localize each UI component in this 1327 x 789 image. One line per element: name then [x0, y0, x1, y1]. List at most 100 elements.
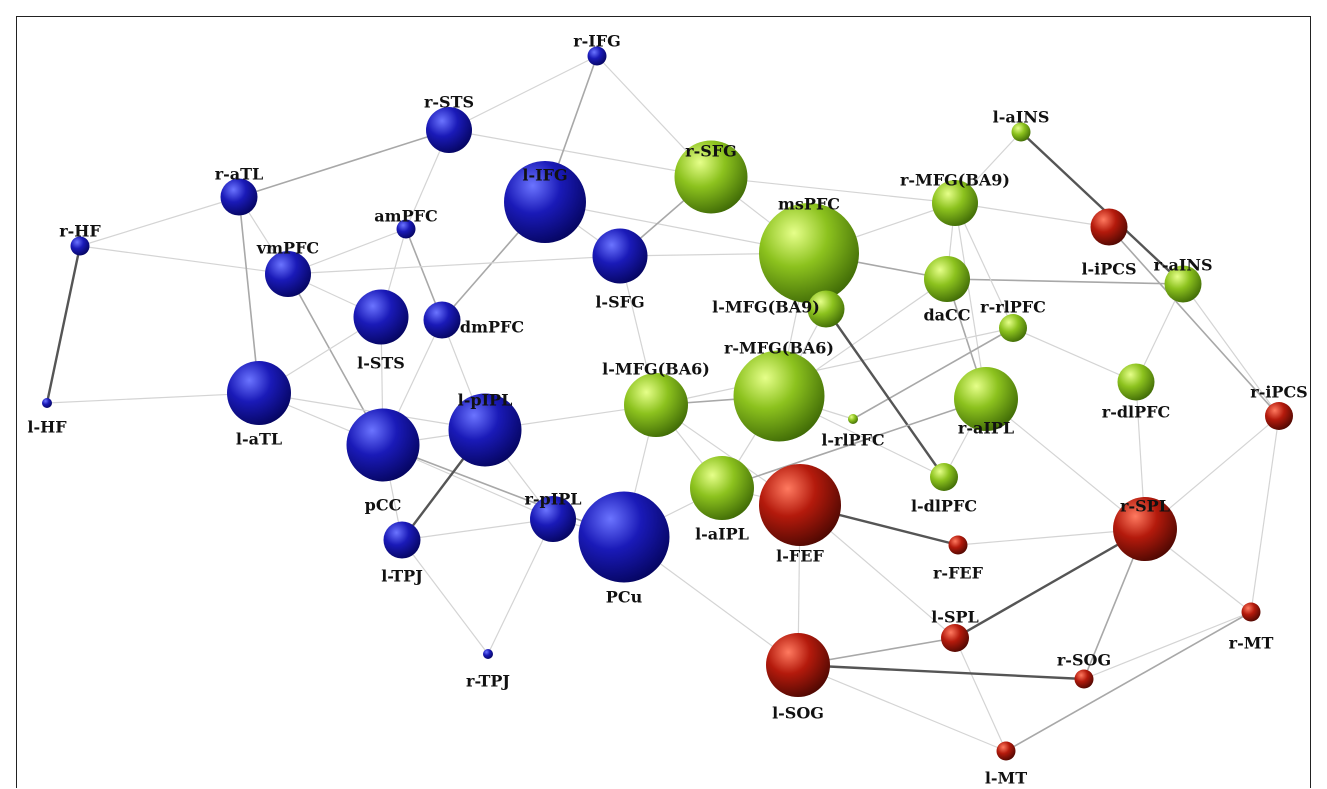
- node-r-TPJ: r-TPJ: [466, 649, 510, 691]
- figure-frame: r-IFG r-STS r-aTL l-IFG amPFC r-HF vmPFC l-SFG l…: [16, 16, 1311, 788]
- node-l-aIPL: l-aIPL: [690, 456, 754, 544]
- node-label-r-SFG: r-SFG: [685, 142, 737, 161]
- node-circle-daCC: [924, 256, 970, 302]
- edge-r-aIPL--r-SPL: [985, 398, 1146, 530]
- edge-r-pIPL--r-TPJ: [487, 518, 554, 655]
- node-circle-r-iPCS: [1265, 402, 1293, 430]
- node-circle-r-HF: [70, 236, 90, 256]
- edge-l-HF--l-aTL: [46, 392, 260, 404]
- node-l-dlPFC: l-dlPFC: [911, 463, 977, 516]
- edge-vmPFC--l-SFG: [287, 255, 621, 275]
- node-r-rlPFC: r-rlPFC: [980, 298, 1046, 342]
- edge-l-iPCS--r-MFG(BA9): [954, 202, 1110, 228]
- edge-l-MFG(BA9)--l-dlPFC: [825, 308, 945, 478]
- node-circle-l-SPL: [941, 624, 969, 652]
- node-r-aIPL: r-aIPL: [954, 367, 1018, 438]
- node-circle-dmPFC: [423, 301, 461, 339]
- node-circle-r-MFG(BA6): [733, 350, 825, 442]
- node-l-rlPFC: l-rlPFC: [821, 414, 885, 450]
- node-circle-l-rlPFC: [848, 414, 858, 424]
- node-label-l-aTL: l-aTL: [236, 430, 282, 449]
- node-circle-r-TPJ: [483, 649, 493, 659]
- node-r-iPCS: r-iPCS: [1250, 383, 1308, 430]
- node-circle-l-aTL: [227, 361, 291, 425]
- node-circle-r-aINS: [1164, 265, 1202, 303]
- node-label-pCC: pCC: [365, 496, 402, 515]
- node-r-MFG(BA9): r-MFG(BA9): [900, 171, 1010, 226]
- node-circle-l-pIPL: [448, 393, 522, 467]
- node-label-r-SOG: r-SOG: [1057, 651, 1111, 670]
- node-circle-r-dlPFC: [1117, 363, 1155, 401]
- node-label-l-aIPL: l-aIPL: [695, 525, 749, 544]
- node-l-SPL: l-SPL: [931, 608, 979, 652]
- node-label-amPFC: amPFC: [374, 207, 437, 226]
- edge-r-MT--l-MT: [1005, 611, 1252, 752]
- node-label-r-MT: r-MT: [1229, 634, 1274, 653]
- node-circle-r-SFG: [674, 140, 748, 214]
- node-circle-l-STS: [353, 289, 409, 345]
- edge-l-iPCS--r-iPCS: [1108, 226, 1280, 417]
- node-PCu: PCu: [578, 491, 670, 607]
- node-r-SOG: r-SOG: [1057, 651, 1111, 689]
- edge-r-aIPL--l-aIPL: [721, 398, 987, 489]
- node-label-l-iPCS: l-iPCS: [1081, 260, 1136, 279]
- node-label-l-MT: l-MT: [985, 769, 1027, 788]
- node-label-daCC: daCC: [923, 306, 970, 325]
- edge-r-SOG--r-MT: [1083, 611, 1252, 680]
- edge-r-SPL--l-SPL: [954, 527, 1146, 640]
- node-label-r-STS: r-STS: [424, 93, 474, 112]
- node-msPFC: msPFC: [759, 195, 859, 303]
- node-label-r-IFG: r-IFG: [573, 32, 621, 51]
- node-l-aINS: l-aINS: [993, 108, 1049, 142]
- node-circle-l-dlPFC: [930, 463, 958, 491]
- node-l-SOG: l-SOG: [766, 633, 830, 723]
- node-label-l-STS: l-STS: [357, 354, 405, 373]
- node-circle-r-MFG(BA9): [932, 180, 978, 226]
- node-label-r-MFG(BA9): r-MFG(BA9): [900, 171, 1010, 190]
- node-circle-l-IFG: [504, 161, 586, 243]
- node-circle-r-SOG: [1074, 669, 1094, 689]
- node-r-aINS: r-aINS: [1153, 256, 1213, 303]
- node-l-TPJ: l-TPJ: [381, 521, 423, 586]
- node-label-l-IFG: l-IFG: [522, 166, 567, 185]
- node-l-SFG: l-SFG: [592, 228, 648, 312]
- node-circle-r-aTL: [220, 178, 258, 216]
- node-label-l-pIPL: l-pIPL: [458, 391, 513, 410]
- node-label-r-dlPFC: r-dlPFC: [1102, 403, 1170, 422]
- node-l-HF: l-HF: [27, 398, 67, 437]
- node-label-r-iPCS: r-iPCS: [1250, 383, 1307, 402]
- node-r-SPL: r-SPL: [1113, 497, 1177, 561]
- edge-r-rlPFC--l-MFG(BA6): [655, 327, 1014, 406]
- node-label-l-dlPFC: l-dlPFC: [911, 497, 977, 516]
- node-r-SFG: r-SFG: [674, 140, 748, 214]
- edge-r-SFG--r-MFG(BA9): [710, 176, 956, 204]
- node-l-MFG(BA6): l-MFG(BA6): [602, 360, 710, 437]
- node-circle-msPFC: [759, 203, 859, 303]
- node-label-r-SPL: r-SPL: [1120, 497, 1170, 516]
- node-r-IFG: r-IFG: [573, 32, 621, 66]
- node-label-l-FEF: l-FEF: [776, 547, 824, 566]
- node-vmPFC: vmPFC: [256, 239, 319, 297]
- node-label-r-MFG(BA6): r-MFG(BA6): [724, 339, 834, 358]
- node-circle-l-SOG: [766, 633, 830, 697]
- node-label-l-MFG(BA9): l-MFG(BA9): [712, 298, 820, 317]
- node-circle-r-STS: [426, 107, 472, 153]
- node-pCC: pCC: [346, 408, 420, 515]
- node-dmPFC: dmPFC: [423, 301, 524, 339]
- node-r-dlPFC: r-dlPFC: [1102, 363, 1170, 422]
- edge-r-MFG(BA9)--r-aIPL: [954, 202, 987, 400]
- node-circle-l-MFG(BA9): [807, 290, 845, 328]
- node-label-l-SFG: l-SFG: [595, 293, 644, 312]
- edge-l-SOG--r-SOG: [797, 663, 1085, 681]
- edge-l-TPJ--r-TPJ: [401, 539, 489, 655]
- node-label-dmPFC: dmPFC: [460, 318, 524, 337]
- node-r-MFG(BA6): r-MFG(BA6): [724, 339, 834, 442]
- node-l-aTL: l-aTL: [227, 361, 291, 449]
- node-circle-PCu: [578, 491, 670, 583]
- edge-l-TPJ--r-pIPL: [401, 518, 554, 541]
- node-circle-r-SPL: [1113, 497, 1177, 561]
- edge-r-aINS--r-iPCS: [1182, 283, 1280, 417]
- node-label-r-aIPL: r-aIPL: [958, 419, 1014, 438]
- node-circle-vmPFC: [265, 251, 311, 297]
- node-circle-r-pIPL: [530, 496, 576, 542]
